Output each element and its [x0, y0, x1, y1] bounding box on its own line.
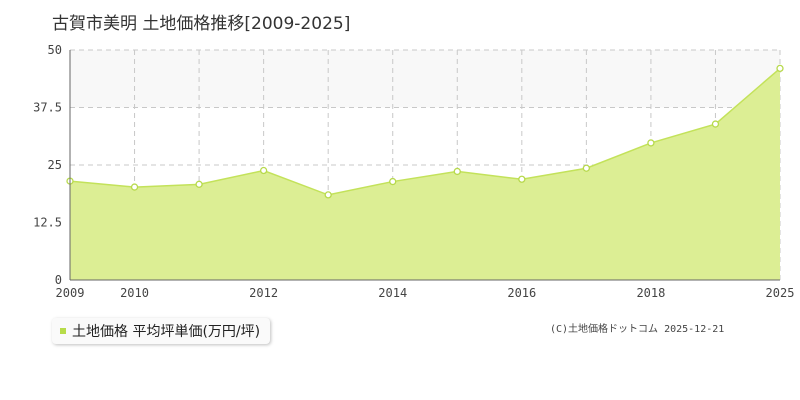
- data-point: [130, 183, 139, 191]
- x-tick-label: 2010: [120, 286, 149, 300]
- data-points: [66, 64, 784, 199]
- y-tick-label: 12.5: [33, 216, 62, 230]
- legend: 土地価格 平均坪単価(万円/坪): [52, 318, 271, 344]
- y-tick-label: 50: [48, 43, 62, 57]
- x-tick-label: 2018: [636, 286, 665, 300]
- x-tick-label: 2016: [507, 286, 536, 300]
- data-point: [776, 64, 784, 73]
- x-tick-label: 2025: [766, 286, 795, 300]
- legend-marker: [60, 328, 66, 334]
- data-point: [195, 180, 203, 188]
- data-point: [518, 175, 526, 183]
- y-tick-label: 25: [48, 158, 62, 172]
- series-line: [69, 67, 781, 196]
- x-tick-label: 2009: [56, 286, 85, 300]
- x-tick-label: 2014: [378, 286, 407, 300]
- data-point: [582, 164, 591, 172]
- data-point: [647, 139, 655, 147]
- x-tick-labels: 2009 2010 2012 2014 2016 2018 2025: [56, 286, 795, 300]
- x-tick-label: 2012: [249, 286, 278, 300]
- series-area: [70, 68, 780, 281]
- data-point: [259, 166, 268, 175]
- data-point: [389, 177, 397, 186]
- y-tick-label: 37.5: [33, 101, 62, 115]
- y-tick-labels: 0 12.5 25 37.5 50: [33, 43, 62, 287]
- data-point: [711, 120, 720, 128]
- copyright-text: (C)土地価格ドットコム 2025-12-21: [550, 324, 725, 335]
- data-point: [453, 167, 461, 176]
- data-point: [324, 191, 332, 199]
- chart-title: 古賀市美明 土地価格推移[2009-2025]: [52, 14, 351, 34]
- y-tick-label: 0: [55, 273, 62, 287]
- legend-label: 土地価格 平均坪単価(万円/坪): [72, 324, 261, 340]
- band-37-50: [70, 50, 780, 108]
